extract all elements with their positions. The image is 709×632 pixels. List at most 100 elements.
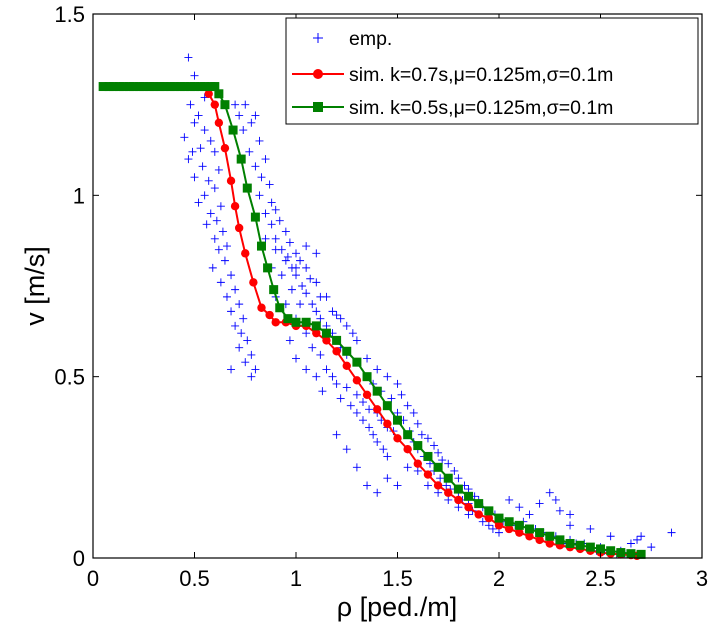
legend: emp. sim. k=0.7s,μ=0.125m,σ=0.1m sim. k=… <box>285 17 699 125</box>
sim-k07-point <box>433 481 443 490</box>
sim-k07-point <box>484 513 494 523</box>
sim-k05-point <box>263 263 273 273</box>
sim-k07-point <box>271 318 280 327</box>
emp-point <box>322 321 331 330</box>
emp-point <box>267 220 276 229</box>
emp-point <box>292 263 300 272</box>
emp-point <box>667 528 676 537</box>
emp-point <box>352 390 361 399</box>
sim-k05-point <box>514 520 524 530</box>
emp-point <box>184 53 193 62</box>
emp-point <box>235 300 244 309</box>
emp-point <box>633 535 642 544</box>
emp-point <box>409 408 418 417</box>
emp-point <box>444 459 453 468</box>
emp-point <box>296 256 305 265</box>
emp-point <box>336 314 345 323</box>
emp-point <box>525 510 534 519</box>
sim-k05-point <box>236 154 246 164</box>
sim-k07-point <box>535 535 544 545</box>
emp-point <box>413 419 422 428</box>
sim-k05-point <box>220 100 230 110</box>
emp-point <box>306 274 315 283</box>
sim-k05-point <box>565 538 575 548</box>
x-tick-label: 2 <box>493 566 505 591</box>
sim-k07-point <box>210 100 219 109</box>
emp-point <box>241 100 250 109</box>
sim-k07-point <box>230 202 240 211</box>
sim-k07-point <box>352 376 362 385</box>
emp-point <box>545 488 554 497</box>
emp-point <box>417 430 426 439</box>
emp-point <box>231 100 240 109</box>
emp-point <box>312 372 321 381</box>
emp-point <box>387 394 396 403</box>
emp-point <box>373 365 382 374</box>
sim-k05-point <box>413 441 423 451</box>
emp-point <box>277 271 286 280</box>
emp-point <box>220 256 229 265</box>
legend-entry-sim-k05: sim. k=0.5s,μ=0.125m,σ=0.1m <box>292 97 613 119</box>
emp-point <box>255 191 264 200</box>
emp-point <box>328 372 337 381</box>
sim-k05-point <box>98 82 108 92</box>
x-tick-label: 3 <box>696 566 708 591</box>
emp-point <box>261 209 270 218</box>
sim-k07-point <box>413 459 422 468</box>
sim-k05-point <box>352 357 362 367</box>
emp-point <box>566 521 575 530</box>
sim-k07-point <box>312 328 321 338</box>
emp-point <box>454 474 463 483</box>
y-tick-label: 1 <box>73 183 85 208</box>
sim-k07-point <box>220 143 230 153</box>
emp-point <box>316 350 325 359</box>
sim-k05-point <box>342 346 352 356</box>
sim-k05-point <box>250 212 260 222</box>
sim-k05-point <box>453 484 463 494</box>
sim-k07-point <box>474 510 483 519</box>
emp-point <box>247 372 256 381</box>
sim-k07-point <box>342 361 351 370</box>
legend-entry-emp: emp. <box>313 28 392 50</box>
emp-point <box>312 278 321 287</box>
sim-k05-point <box>311 321 321 331</box>
emp-point <box>328 307 337 316</box>
emp-point <box>403 401 412 410</box>
emp-point <box>222 242 231 251</box>
sim-k05-point <box>275 303 285 313</box>
emp-point <box>495 528 503 537</box>
emp-point <box>257 173 266 182</box>
sim-k05-point <box>332 335 342 345</box>
emp-point <box>281 256 290 265</box>
emp-point <box>358 416 367 425</box>
sim-k07-point <box>234 223 244 233</box>
sim-k07-point <box>362 390 372 399</box>
emp-point <box>208 263 217 272</box>
emp-point <box>298 282 307 290</box>
emp-point <box>312 249 321 258</box>
emp-point <box>444 495 453 504</box>
emp-point <box>342 383 351 392</box>
emp-point <box>332 379 341 388</box>
emp-point <box>267 198 276 207</box>
sim-k05-series <box>98 82 646 559</box>
emp-point <box>184 155 193 164</box>
sim-k05-point <box>636 549 646 559</box>
x-tick-label: 2.5 <box>585 566 616 591</box>
emp-point <box>239 314 248 323</box>
sim-k07-point <box>373 405 382 414</box>
emp-point <box>484 521 493 530</box>
emp-point <box>373 488 382 497</box>
sim-k05-point <box>596 544 605 554</box>
sim-k05-point <box>362 372 372 382</box>
emp-point <box>383 474 392 483</box>
emp-point <box>637 532 646 541</box>
legend-label-emp: emp. <box>349 28 392 50</box>
emp-point <box>237 329 246 338</box>
x-tick-label: 1 <box>290 566 302 591</box>
sim-k05-point <box>433 462 443 472</box>
emp-point <box>358 398 367 407</box>
emp-point <box>271 205 280 214</box>
emp-point <box>342 321 351 330</box>
emp-point <box>478 517 487 526</box>
